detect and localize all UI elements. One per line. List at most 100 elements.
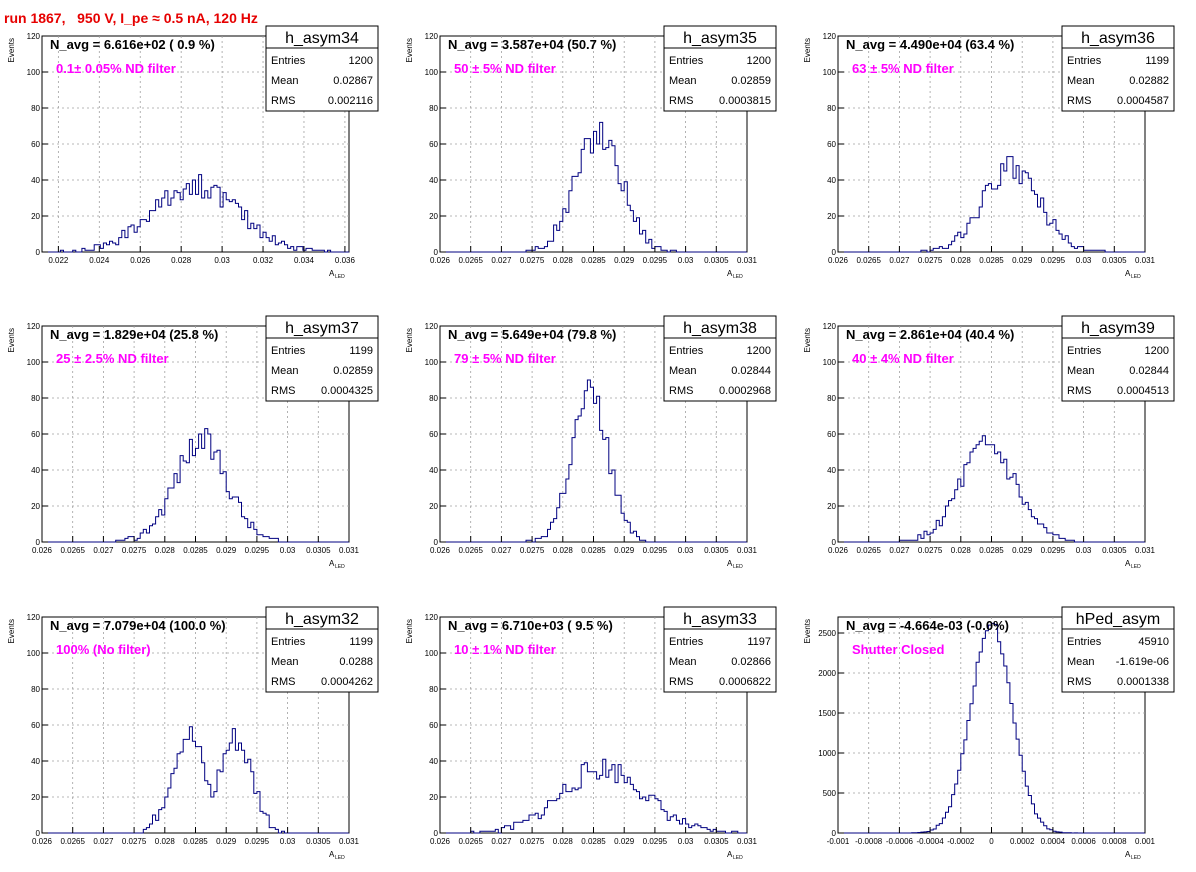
y-axis-label: Events [405, 38, 414, 62]
navg-label: N_avg = 4.490e+04 (63.4 %) [846, 37, 1014, 52]
x-tick-label: 0.0265 [856, 256, 881, 265]
y-tick-label: 60 [31, 430, 40, 439]
stats-label: Mean [271, 75, 299, 87]
x-tick-label: 0.0275 [520, 837, 545, 846]
x-tick-label: 0.0285 [183, 546, 208, 555]
x-axis-label-sub: LED [733, 855, 743, 861]
x-tick-label: 0.028 [155, 546, 176, 555]
stats-title: h_asym39 [1081, 320, 1155, 337]
x-tick-label: 0.031 [1135, 546, 1156, 555]
x-tick-label: 0.0295 [643, 837, 668, 846]
x-axis-label: A [727, 269, 733, 278]
x-axis-label-sub: LED [1131, 855, 1141, 861]
stats-label: Entries [271, 345, 306, 357]
stats-label: RMS [669, 385, 693, 397]
stats-value: 0.002116 [328, 95, 373, 107]
x-tick-label: 0.001 [1135, 837, 1156, 846]
navg-label: N_avg = 7.079e+04 (100.0 %) [50, 618, 226, 633]
filter-label: 100% (No filter) [56, 642, 151, 657]
stats-label: Entries [1067, 636, 1102, 648]
stats-label: Mean [669, 365, 697, 377]
panel-h_asym39: 0.026 0.0265 0.027 0.0275 0.028 0.0285 0.029 0.… [803, 315, 1175, 570]
x-axis-label-sub: LED [733, 274, 743, 280]
y-tick-label: 0 [832, 829, 837, 838]
x-tick-label: 0.0305 [306, 837, 331, 846]
y-tick-label: 40 [31, 466, 40, 475]
stats-value: 0.0004325 [321, 385, 373, 397]
y-tick-label: 20 [429, 212, 438, 221]
y-tick-label: 0 [36, 829, 41, 838]
x-tick-label: 0.029 [614, 256, 635, 265]
x-tick-label: 0.029 [614, 546, 635, 555]
stats-value: 1199 [349, 345, 373, 357]
y-tick-label: 60 [429, 140, 438, 149]
y-tick-label: 120 [425, 322, 439, 331]
x-axis-label-sub: LED [733, 564, 743, 570]
x-tick-label: 0.0295 [245, 837, 270, 846]
panel-h_asym33: 0.026 0.0265 0.027 0.0275 0.028 0.0285 0.029 0.… [405, 606, 777, 861]
x-tick-label: 0.027 [491, 546, 512, 555]
stats-box [663, 25, 777, 112]
histogram-line [440, 758, 747, 834]
x-tick-label: 0.029 [216, 546, 237, 555]
stats-label: RMS [271, 676, 295, 688]
stats-value: 0.02882 [1129, 75, 1169, 87]
x-tick-label: 0.029 [1012, 256, 1033, 265]
x-tick-label: 0.0285 [581, 837, 606, 846]
x-tick-label: 0.034 [294, 256, 315, 265]
stats-label: Mean [1067, 75, 1095, 87]
y-axis-label: Events [803, 328, 812, 352]
x-tick-label: 0.0275 [520, 546, 545, 555]
y-tick-label: 60 [429, 721, 438, 730]
y-tick-label: 0 [36, 538, 41, 547]
x-tick-label: -0.0004 [917, 837, 945, 846]
y-tick-label: 1000 [818, 749, 836, 758]
x-tick-label: 0.0275 [918, 256, 943, 265]
x-tick-label: 0.026 [430, 837, 451, 846]
x-tick-label: 0.026 [32, 546, 53, 555]
stats-label: Mean [669, 75, 697, 87]
filter-label: 50 ± 5% ND filter [454, 61, 556, 76]
stats-box [1061, 315, 1175, 402]
y-tick-label: 100 [823, 68, 837, 77]
panel-h_asym37: 0.026 0.0265 0.027 0.0275 0.028 0.0285 0.029 0.… [7, 315, 379, 570]
y-tick-label: 2000 [818, 669, 836, 678]
stats-title: h_asym33 [683, 611, 757, 628]
x-tick-label: 0.0295 [1041, 546, 1066, 555]
x-tick-label: 0.0305 [1102, 256, 1127, 265]
x-tick-label: 0.031 [1135, 256, 1156, 265]
stats-value: 1200 [747, 55, 771, 67]
stats-label: RMS [1067, 385, 1091, 397]
navg-label: N_avg = 3.587e+04 (50.7 %) [448, 37, 616, 52]
stats-value: 1200 [747, 345, 771, 357]
stats-value: 1200 [1145, 345, 1169, 357]
x-tick-label: 0.0265 [458, 256, 483, 265]
y-axis-label: Events [7, 619, 16, 643]
y-tick-label: 40 [827, 176, 836, 185]
x-tick-label: 0.0006 [1071, 837, 1096, 846]
x-tick-label: 0.0265 [60, 837, 85, 846]
y-tick-label: 120 [425, 32, 439, 41]
x-tick-label: 0.027 [93, 546, 114, 555]
y-tick-label: 1500 [818, 709, 836, 718]
x-tick-label: 0.029 [614, 837, 635, 846]
filter-label: 25 ± 2.5% ND filter [56, 351, 169, 366]
x-tick-label: 0.0285 [979, 256, 1004, 265]
stats-box [265, 315, 379, 402]
stats-box [265, 606, 379, 693]
stats-value: 1200 [349, 55, 373, 67]
panel-h_asym35: 0.026 0.0265 0.027 0.0275 0.028 0.0285 0.029 0.… [405, 25, 777, 280]
stats-value: 0.0001338 [1117, 676, 1169, 688]
x-tick-label: -0.0002 [947, 837, 975, 846]
y-tick-label: 120 [27, 322, 41, 331]
stats-label: Mean [669, 656, 697, 668]
x-tick-label: -0.001 [827, 837, 850, 846]
y-tick-label: 100 [425, 68, 439, 77]
navg-label: N_avg = 6.710e+03 ( 9.5 %) [448, 618, 613, 633]
x-tick-label: 0.0265 [60, 546, 85, 555]
stats-value: 0.0003815 [719, 95, 771, 107]
histogram-line [838, 622, 1145, 834]
y-tick-label: 40 [31, 757, 40, 766]
x-tick-label: 0.0008 [1102, 837, 1127, 846]
